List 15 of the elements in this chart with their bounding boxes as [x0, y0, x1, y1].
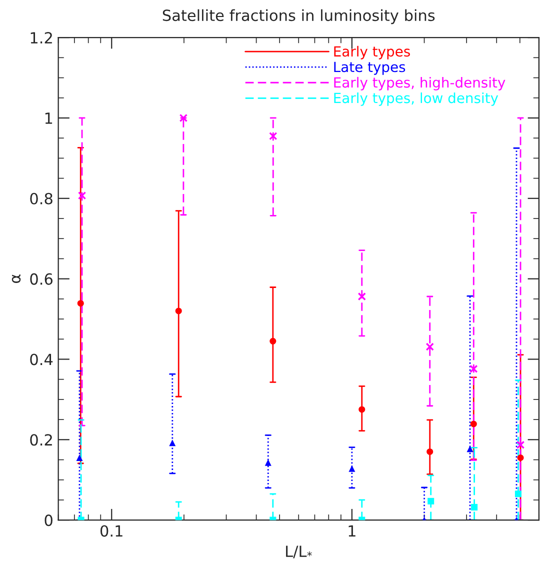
y-tick-label: 0: [44, 514, 52, 526]
y-tick-label: 1: [45, 112, 52, 124]
chart-title: Satellite fractions in luminosity bins: [162, 9, 435, 24]
text: Early types, high-density: [334, 76, 506, 90]
y-axis-title: α: [12, 274, 21, 284]
y-tick-label: 0.2: [30, 434, 52, 446]
y-tick-label: 1.2: [30, 32, 52, 44]
y-tick-label: 0.8: [30, 192, 52, 204]
y-tick-label: 0.6: [30, 273, 52, 285]
text: Early types: [334, 46, 410, 60]
x-tick-label: 0.1: [100, 525, 122, 537]
text: Late types: [334, 62, 406, 75]
y-tick-label: 0.4: [30, 354, 53, 366]
text: Early types, low density: [334, 92, 498, 106]
x-axis-title: L/L$_{*}$: [286, 546, 312, 558]
